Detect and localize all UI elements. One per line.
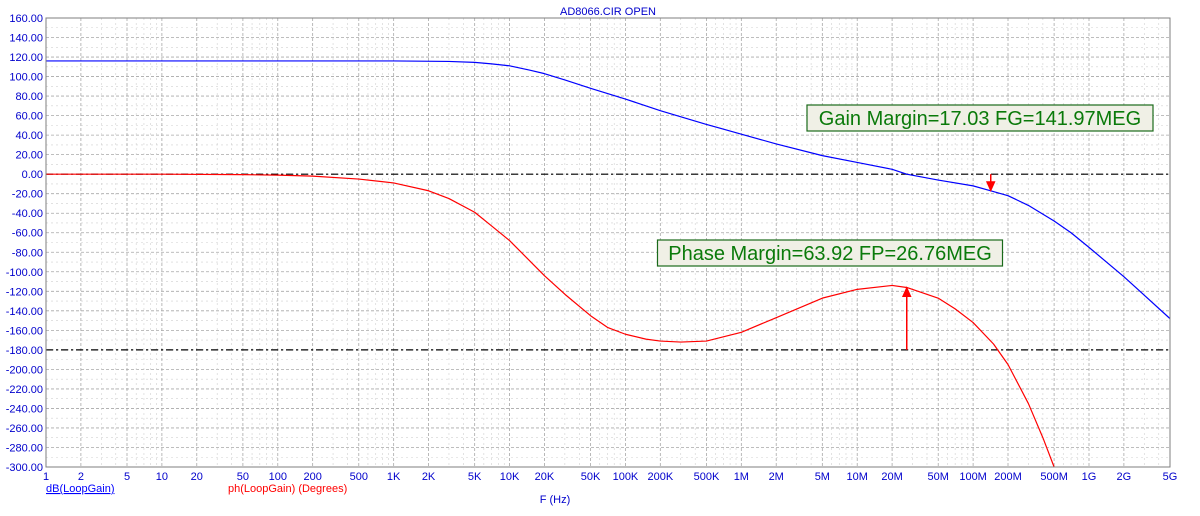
x-tick-label: 200K xyxy=(647,471,673,483)
y-tick-label: -240.00 xyxy=(6,403,43,415)
phase-margin-label: Phase Margin=63.92 FP=26.76MEG xyxy=(668,243,992,265)
phase-series-line xyxy=(46,173,1055,468)
y-tick-label: -80.00 xyxy=(12,247,43,259)
annotations: Gain Margin=17.03 FG=141.97MEG Phase Marg… xyxy=(656,104,1154,350)
x-tick-label: 20M xyxy=(881,471,902,483)
x-tick-label: 100K xyxy=(613,471,639,483)
y-tick-label: -140.00 xyxy=(6,306,43,318)
y-tick-label: 0.00 xyxy=(22,169,43,181)
plot-frame xyxy=(45,17,1171,468)
series-layer xyxy=(46,60,1171,468)
x-tick-label: 10 xyxy=(156,471,168,483)
gain-margin-label: Gain Margin=17.03 FG=141.97MEG xyxy=(819,108,1141,130)
margin-arrow-head xyxy=(901,286,912,297)
chart-title: AD8066.CIR OPEN xyxy=(560,6,656,18)
x-tick-label: 500M xyxy=(1040,471,1068,483)
reference-lines xyxy=(46,173,1170,351)
y-tick-label: -280.00 xyxy=(6,442,43,454)
y-tick-label: -160.00 xyxy=(6,325,43,337)
x-tick-label: 500 xyxy=(350,471,368,483)
x-tick-label: 10M xyxy=(847,471,868,483)
y-tick-label: -300.00 xyxy=(6,462,43,474)
y-tick-label: 80.00 xyxy=(15,91,43,103)
y-tick-label: 160.00 xyxy=(9,13,43,25)
x-axis-label: F (Hz) xyxy=(540,494,571,506)
y-tick-label: -220.00 xyxy=(6,384,43,396)
x-tick-label: 200 xyxy=(303,471,321,483)
x-tick-label: 2M xyxy=(769,471,784,483)
x-tick-label: 2G xyxy=(1117,471,1132,483)
y-tick-label: -60.00 xyxy=(12,228,43,240)
legend-gain: dB(LoopGain) xyxy=(46,483,115,495)
gain-series-line xyxy=(46,60,1171,320)
legend-phase: ph(LoopGain) (Degrees) xyxy=(228,483,347,495)
y-tick-label: -180.00 xyxy=(6,345,43,357)
x-tick-label: 2K xyxy=(422,471,436,483)
x-tick-labels: 1 2 5 10 20 50 100 200 500 1K 2K 5K 10K 20K 50K 100K 200… xyxy=(43,471,1177,483)
y-tick-label: 20.00 xyxy=(15,150,43,162)
x-tick-label: 100 xyxy=(269,471,287,483)
margin-arrow-head xyxy=(985,181,996,193)
x-tick-label: 1M xyxy=(734,471,749,483)
x-tick-label: 2 xyxy=(78,471,84,483)
x-tick-label: 1K xyxy=(387,471,401,483)
x-tick-label: 500K xyxy=(694,471,720,483)
x-tick-label: 20K xyxy=(535,471,555,483)
x-tick-label: 1 xyxy=(43,471,49,483)
x-tick-label: 5 xyxy=(124,471,130,483)
y-tick-label: -20.00 xyxy=(12,189,43,201)
x-tick-label: 200M xyxy=(994,471,1022,483)
x-tick-label: 5K xyxy=(468,471,482,483)
x-tick-label: 20 xyxy=(191,471,203,483)
y-tick-label: 120.00 xyxy=(9,52,43,64)
x-tick-label: 1G xyxy=(1082,471,1097,483)
y-tick-label: 60.00 xyxy=(15,111,43,123)
y-tick-label: -100.00 xyxy=(6,267,43,279)
x-tick-label: 50K xyxy=(581,471,601,483)
y-tick-label: -120.00 xyxy=(6,286,43,298)
y-tick-label: -260.00 xyxy=(6,423,43,435)
y-tick-labels: 160.00 140.00 120.00 100.00 80.00 60.00 40.00 2… xyxy=(6,13,43,474)
y-tick-label: -200.00 xyxy=(6,364,43,376)
x-tick-label: 10K xyxy=(500,471,520,483)
x-tick-label: 5G xyxy=(1163,471,1178,483)
margin-label-box xyxy=(656,239,1004,267)
x-tick-label: 50M xyxy=(928,471,949,483)
x-tick-label: 100M xyxy=(959,471,987,483)
x-tick-label: 5M xyxy=(815,471,830,483)
y-tick-label: 40.00 xyxy=(15,130,43,142)
y-tick-label: 140.00 xyxy=(9,33,43,45)
y-tick-label: -40.00 xyxy=(12,208,43,220)
x-tick-label: 50 xyxy=(237,471,249,483)
margin-label-box xyxy=(806,104,1154,132)
y-tick-label: 100.00 xyxy=(9,72,43,84)
